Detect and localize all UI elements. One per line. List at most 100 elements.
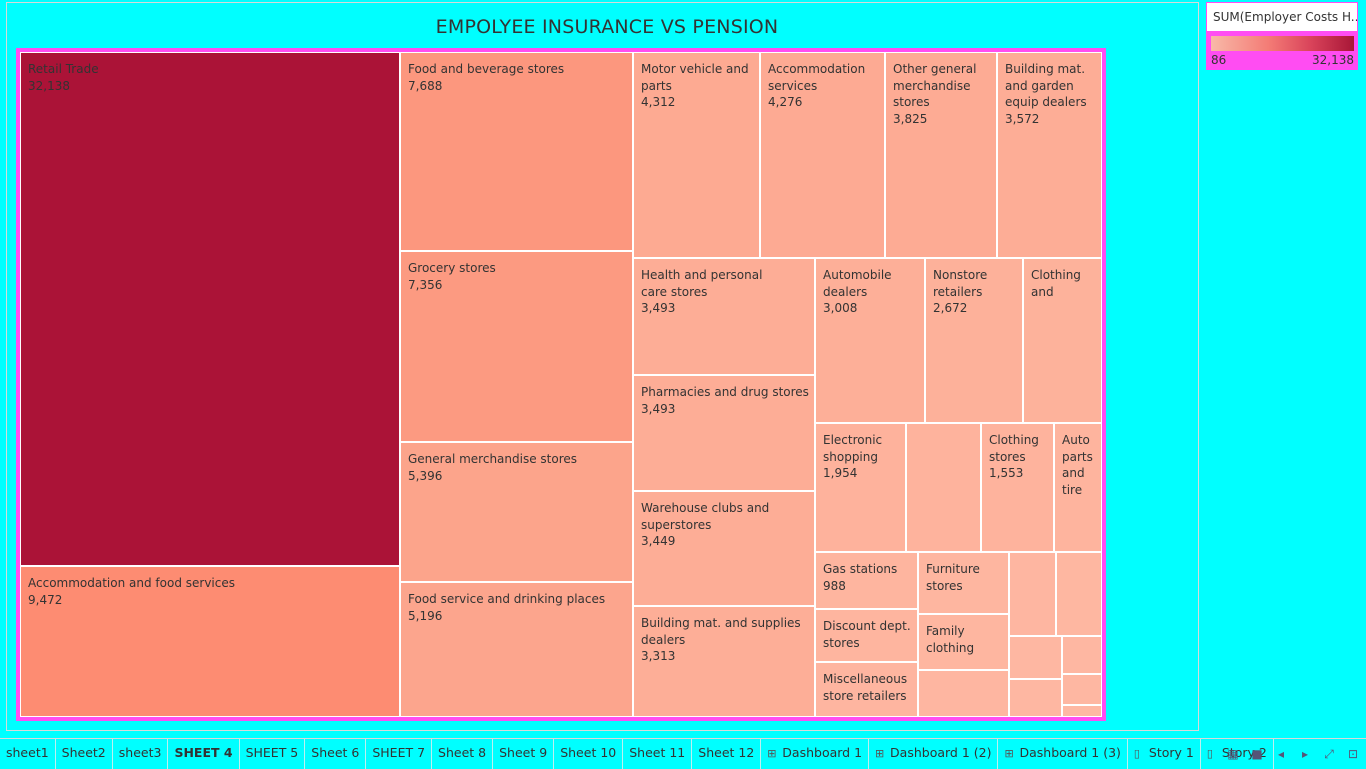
cell-name: Clothing stores [989, 433, 1039, 464]
treemap-cell[interactable] [1009, 679, 1062, 717]
cell-value: 3,572 [1005, 111, 1040, 126]
cell-name: Discount dept. stores [823, 619, 911, 650]
cell-name: Accommodation and food services [28, 576, 235, 590]
treemap-cell[interactable]: Health and personal care stores 3,493 [633, 258, 815, 375]
treemap-cell[interactable] [1009, 552, 1056, 636]
tab-label: Sheet 8 [438, 744, 487, 760]
cell-name: Miscellaneous store retailers [823, 672, 908, 703]
treemap-cell[interactable]: Auto parts and tire [1054, 423, 1102, 552]
treemap-cell[interactable]: Discount dept. stores [815, 609, 918, 662]
treemap-cell[interactable] [1062, 674, 1102, 705]
tab-sheet-10[interactable]: Sheet 10 [554, 738, 624, 769]
treemap-cell[interactable] [1062, 636, 1102, 674]
treemap-cell[interactable]: Furniture stores [918, 552, 1009, 614]
cell-name: Building mat. and garden equip dealers [1005, 62, 1087, 109]
treemap-cell[interactable]: Grocery stores 7,356 [400, 251, 633, 442]
treemap-cell-label: Pharmacies and drug stores 3,493 [641, 384, 810, 417]
treemap-cell[interactable]: Nonstore retailers 2,672 [925, 258, 1023, 423]
dashboard-icon: ⊞ [875, 746, 885, 760]
tab-label: Story 1 [1148, 744, 1194, 760]
tab-sheet1[interactable]: sheet1 [0, 738, 56, 769]
treemap-cell[interactable]: Clothing and [1023, 258, 1102, 423]
treemap-cell[interactable]: Food and beverage stores 7,688 [400, 52, 633, 251]
tab-sheet3[interactable]: sheet3 [113, 738, 169, 769]
tab-dashboard-1-3[interactable]: ⊞ Dashboard 1 (3) [998, 738, 1128, 769]
color-legend[interactable]: SUM(Employer Costs H... 86 32,138 [1206, 2, 1358, 70]
treemap-chart[interactable]: Retail Trade 32,138 Accommodation and food… [16, 48, 1106, 721]
treemap-cell[interactable]: Automobile dealers 3,008 [815, 258, 925, 423]
cell-name: Accommodation services [768, 62, 866, 93]
sheet-tab-bar: sheet1 Sheet2 sheet3 SHEET 4 SHEET 5 Sheet 6 S… [0, 738, 1366, 769]
cell-name: Food service and drinking places [408, 592, 606, 606]
cell-value: 3,313 [641, 649, 676, 663]
cell-value: 2,672 [933, 301, 968, 315]
treemap-cell[interactable]: Family clothing [918, 614, 1009, 670]
treemap-cell[interactable]: Food service and drinking places 5,196 [400, 582, 633, 717]
treemap-cell[interactable]: Pharmacies and drug stores 3,493 [633, 375, 815, 491]
cell-name: Clothing and [1031, 268, 1081, 299]
treemap-cell[interactable]: Retail Trade 32,138 [20, 52, 400, 566]
tab-sheet2[interactable]: Sheet2 [56, 738, 113, 769]
tab-label: sheet1 [6, 744, 49, 760]
treemap-cell[interactable] [1056, 552, 1102, 636]
treemap-cell[interactable] [1062, 705, 1102, 717]
show-filmstrip-icon[interactable]: ▦ [1227, 747, 1239, 761]
dashboard-icon: ⊞ [1004, 746, 1014, 760]
cell-name: Grocery stores [408, 261, 496, 275]
tab-story-1[interactable]: ▯ Story 1 [1128, 738, 1201, 769]
tab-sheet-6[interactable]: Sheet 6 [305, 738, 367, 769]
treemap-cell[interactable]: Clothing stores 1,553 [981, 423, 1054, 552]
tab-story-2[interactable]: ▯ Story 2 [1201, 738, 1274, 769]
treemap-cell[interactable] [1009, 636, 1062, 679]
tab-sheet-12[interactable]: Sheet 12 [692, 738, 762, 769]
treemap-cell[interactable]: Motor vehicle and parts 4,312 [633, 52, 760, 258]
treemap-cell[interactable] [918, 670, 1009, 717]
cell-name: Building mat. and supplies dealers [641, 616, 801, 647]
treemap-cell-label: Furniture stores [926, 561, 996, 594]
treemap-cell-label: Building mat. and garden equip dealers 3,… [1005, 61, 1095, 127]
treemap-cell[interactable]: Miscellaneous store retailers [815, 662, 918, 717]
tab-sheet-5[interactable]: SHEET 5 [240, 738, 306, 769]
tab-sheet-7[interactable]: SHEET 7 [366, 738, 433, 769]
treemap-cell[interactable]: Gas stations 988 [815, 552, 918, 609]
tab-sheet-9[interactable]: Sheet 9 [493, 738, 555, 769]
legend-max-value: 32,138 [1312, 53, 1354, 67]
treemap-cell[interactable]: Accommodation services 4,276 [760, 52, 885, 258]
cell-name: Automobile dealers [823, 268, 892, 299]
tab-dashboard-1-2[interactable]: ⊞ Dashboard 1 (2) [869, 738, 999, 769]
treemap-cell-label: Miscellaneous store retailers [823, 671, 913, 704]
tab-sheet-8[interactable]: Sheet 8 [432, 738, 494, 769]
tab-label: Sheet2 [61, 744, 106, 760]
treemap-cell[interactable]: Building mat. and supplies dealers 3,313 [633, 606, 815, 717]
tab-sheet-11[interactable]: Sheet 11 [623, 738, 693, 769]
dashboard-icon: ⊞ [767, 746, 777, 760]
treemap-cell[interactable]: Other general merchandise stores 3,825 [885, 52, 997, 258]
legend-gradient [1211, 36, 1354, 51]
treemap-cell-label: Motor vehicle and parts 4,312 [641, 61, 751, 111]
presentation-mode-icon[interactable]: ⊡ [1347, 747, 1359, 761]
treemap-cell[interactable]: Building mat. and garden equip dealers 3,… [997, 52, 1102, 258]
cell-value: 5,396 [408, 468, 443, 483]
cell-value: 9,472 [28, 592, 63, 607]
treemap-cell[interactable]: Accommodation and food services 9,472 [20, 566, 400, 717]
cell-value: 4,312 [641, 95, 676, 109]
show-tabs-icon[interactable]: ■ [1251, 747, 1263, 761]
next-sheet-icon[interactable]: ▸ [1301, 747, 1309, 761]
cell-value: 1,553 [989, 466, 1024, 480]
cell-name: Family clothing [926, 624, 975, 655]
cell-value: 3,449 [641, 534, 676, 548]
treemap-cell[interactable]: General merchandise stores 5,396 [400, 442, 633, 582]
fit-to-window-icon[interactable]: ⤢ [1324, 746, 1334, 761]
treemap-cell[interactable]: Warehouse clubs and superstores 3,449 [633, 491, 815, 606]
treemap-cell-label: Building mat. and supplies dealers 3,313 [641, 615, 801, 665]
cell-value: 4,276 [768, 95, 803, 109]
tab-label: SHEET 5 [245, 744, 299, 760]
tab-dashboard-1[interactable]: ⊞ Dashboard 1 [761, 738, 870, 769]
treemap-cell-label: Gas stations 988 [823, 561, 913, 594]
cell-value: 3,825 [893, 111, 928, 126]
treemap-cell-label: Nonstore retailers 2,672 [933, 267, 1003, 317]
treemap-cell[interactable] [906, 423, 981, 552]
treemap-cell[interactable]: Electronic shopping 1,954 [815, 423, 906, 552]
previous-sheet-icon[interactable]: ◂ [1277, 747, 1285, 761]
tab-sheet-4[interactable]: SHEET 4 [168, 738, 240, 769]
